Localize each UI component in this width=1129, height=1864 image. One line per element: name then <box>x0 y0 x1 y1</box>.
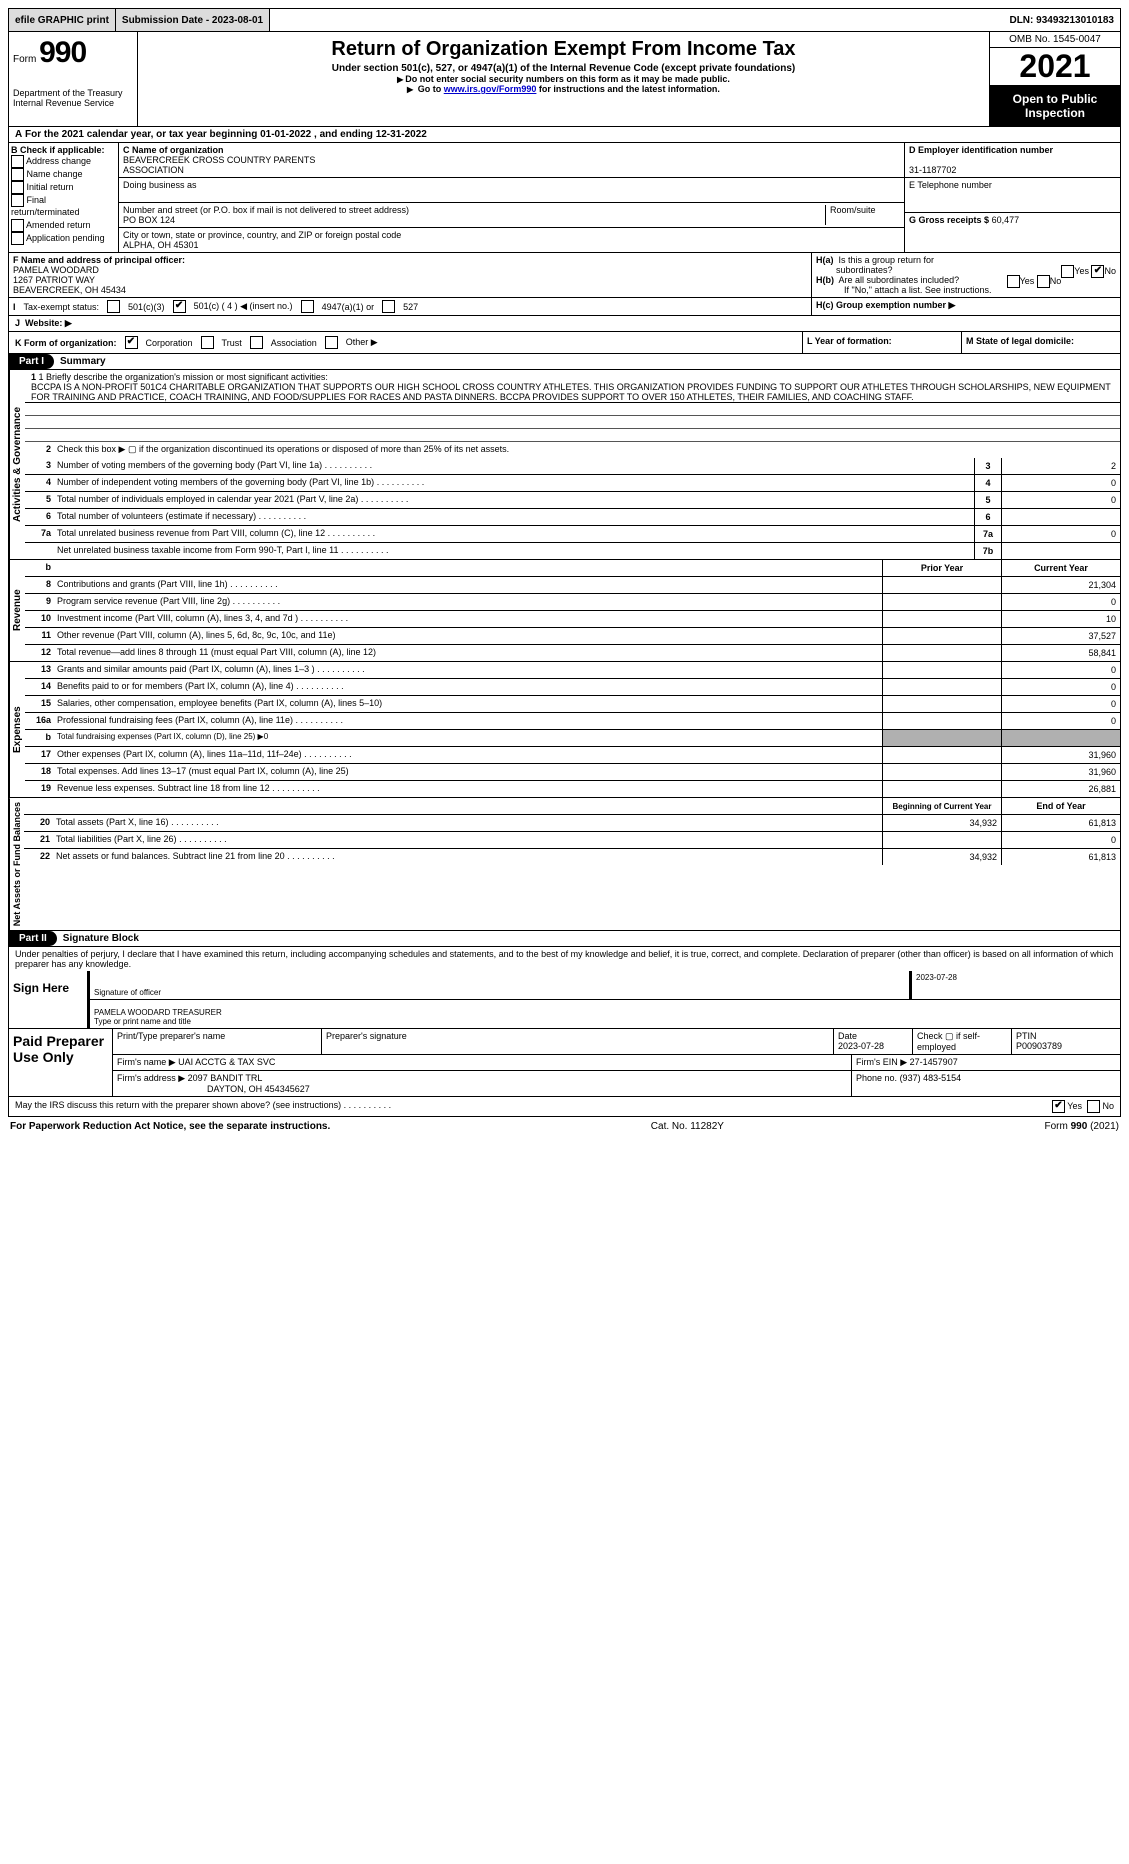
sign-here-label: Sign Here <box>9 971 87 1028</box>
net-assets-section: Net Assets or Fund Balances Beginning of… <box>8 798 1121 931</box>
side-label-netassets: Net Assets or Fund Balances <box>9 798 24 930</box>
part1-header: Part I Summary <box>8 354 1121 370</box>
side-label-activities: Activities & Governance <box>9 370 25 559</box>
form-title: Return of Organization Exempt From Incom… <box>146 38 981 61</box>
side-label-revenue: Revenue <box>9 560 25 661</box>
paid-preparer: Paid Preparer Use Only Print/Type prepar… <box>9 1028 1120 1096</box>
box-hc: H(c) Group exemption number ▶ <box>812 298 1120 315</box>
i-hc-block: ITax-exempt status: 501(c)(3) 501(c) ( 4… <box>8 298 1121 316</box>
box-j: J Website: ▶ <box>8 316 1121 332</box>
box-i: ITax-exempt status: 501(c)(3) 501(c) ( 4… <box>9 298 812 315</box>
tax-year: 2021 <box>990 48 1120 86</box>
top-bar: efile GRAPHIC print Submission Date - 20… <box>8 8 1121 32</box>
form-header: Form 990 Department of the Treasury Inte… <box>8 32 1121 127</box>
mission-text: BCCPA IS A NON-PROFIT 501C4 CHARITABLE O… <box>31 382 1114 402</box>
f-h-block: F Name and address of principal officer:… <box>8 253 1121 298</box>
form-word: Form <box>13 54 36 65</box>
form-number: 990 <box>39 36 86 69</box>
box-f: F Name and address of principal officer:… <box>9 253 812 297</box>
side-label-expenses: Expenses <box>9 662 25 797</box>
entity-info-block: B Check if applicable: Address change Na… <box>8 143 1121 253</box>
efile-print-button[interactable]: efile GRAPHIC print <box>9 9 116 31</box>
page-footer: For Paperwork Reduction Act Notice, see … <box>8 1117 1121 1136</box>
dln: DLN: 93493213010183 <box>1003 9 1120 31</box>
dept-treasury: Department of the Treasury Internal Reve… <box>13 88 133 108</box>
irs-link[interactable]: www.irs.gov/Form990 <box>444 84 537 94</box>
ssn-note: Do not enter social security numbers on … <box>146 74 981 84</box>
perjury-declaration: Under penalties of perjury, I declare th… <box>8 947 1121 971</box>
submission-date: Submission Date - 2023-08-01 <box>116 9 270 31</box>
signature-block: Sign Here Signature of officer 2023-07-2… <box>8 971 1121 1117</box>
goto-note: Go to www.irs.gov/Form990 for instructio… <box>146 84 981 94</box>
box-c: C Name of organization BEAVERCREEK CROSS… <box>119 143 904 252</box>
open-to-public: Open to Public Inspection <box>990 86 1120 126</box>
part2-header: Part II Signature Block <box>8 931 1121 947</box>
expenses-section: Expenses 13Grants and similar amounts pa… <box>8 662 1121 798</box>
activities-governance: Activities & Governance 1 1 Briefly desc… <box>8 370 1121 560</box>
form-subtitle: Under section 501(c), 527, or 4947(a)(1)… <box>146 63 981 74</box>
omb-no: OMB No. 1545-0047 <box>990 32 1120 48</box>
box-b: B Check if applicable: Address change Na… <box>9 143 119 252</box>
box-h: H(a) Is this a group return for subordin… <box>812 253 1120 297</box>
line-a-calendar: A For the 2021 calendar year, or tax yea… <box>8 127 1121 143</box>
k-l-m-block: K Form of organization: Corporation Trus… <box>8 332 1121 354</box>
discuss-row: May the IRS discuss this return with the… <box>9 1096 1120 1116</box>
box-d-e-g: D Employer identification number 31-1187… <box>904 143 1120 252</box>
revenue-section: Revenue bPrior YearCurrent Year 8Contrib… <box>8 560 1121 662</box>
